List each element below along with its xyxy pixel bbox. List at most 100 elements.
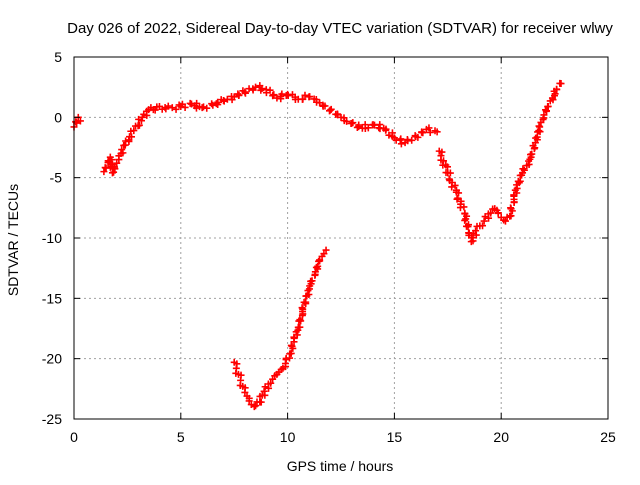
data-point-marker [540, 111, 548, 119]
data-point-marker [443, 163, 451, 171]
data-point-marker [557, 80, 565, 88]
data-point-marker [241, 388, 249, 396]
y-tick-label: 0 [54, 109, 62, 125]
series-segment-1 [70, 113, 84, 131]
data-point-marker [76, 117, 84, 125]
data-point-marker [214, 101, 222, 109]
data-point-marker [385, 131, 393, 139]
data-point-marker [327, 105, 335, 113]
data-point-marker [257, 398, 265, 406]
data-point-marker [301, 91, 309, 99]
data-point-marker [262, 89, 270, 97]
data-point-marker [433, 128, 441, 136]
data-point-marker [312, 96, 320, 104]
data-point-marker [461, 216, 469, 224]
data-point-marker [382, 126, 390, 134]
data-point-marker [252, 83, 260, 91]
data-point-marker [250, 403, 258, 411]
data-point-marker [525, 157, 533, 165]
y-tick-label: -25 [42, 411, 62, 427]
data-point-marker [438, 148, 446, 156]
data-point-marker [528, 150, 536, 158]
data-point-marker [446, 169, 454, 177]
data-point-marker [260, 387, 268, 395]
data-point-marker [181, 103, 189, 111]
x-axis-label: GPS time / hours [287, 458, 394, 474]
data-point-marker [322, 246, 330, 254]
data-point-marker [535, 122, 543, 130]
data-point-marker [296, 316, 304, 324]
data-point-marker [544, 103, 552, 111]
data-point-marker [314, 262, 322, 270]
data-point-marker [462, 215, 470, 223]
data-point-marker [308, 277, 316, 285]
data-point-marker [516, 177, 524, 185]
chart-title: Day 026 of 2022, Sidereal Day-to-day VTE… [67, 20, 613, 37]
data-point-marker [212, 100, 220, 108]
data-point-marker [164, 102, 172, 110]
data-point-marker [300, 298, 308, 306]
data-point-marker [460, 203, 468, 211]
data-point-marker [418, 128, 426, 136]
data-point-marker [507, 205, 515, 213]
y-tick-label: -15 [42, 290, 62, 306]
data-point-marker [539, 115, 547, 123]
y-tick-label: -20 [42, 351, 62, 367]
data-point-marker [200, 103, 208, 111]
data-point-marker [479, 222, 487, 230]
data-point-marker [108, 169, 116, 177]
data-points [70, 79, 565, 411]
data-point-marker [494, 209, 502, 217]
data-point-marker [292, 328, 300, 336]
series-segment-3 [230, 246, 330, 411]
data-point-marker [269, 92, 277, 100]
grid-lines [74, 57, 608, 419]
data-point-marker [501, 217, 509, 225]
data-point-marker [100, 168, 108, 176]
data-point-marker [454, 194, 462, 202]
data-point-marker [419, 129, 427, 137]
data-point-marker [258, 85, 266, 93]
data-point-marker [230, 93, 238, 101]
y-tick-label: 5 [54, 49, 62, 65]
data-point-marker [321, 102, 329, 110]
x-tick-label: 10 [280, 429, 296, 445]
data-point-marker [287, 349, 295, 357]
data-point-marker [343, 117, 351, 125]
series-segment-4 [435, 79, 565, 246]
data-point-marker [113, 159, 121, 167]
data-point-marker [355, 123, 363, 131]
y-tick-label: -10 [42, 230, 62, 246]
data-point-marker [425, 124, 433, 132]
data-point-marker [172, 105, 180, 113]
data-point-marker [119, 149, 127, 157]
y-axis-label: SDTVAR / TECUs [5, 184, 21, 296]
data-point-marker [241, 89, 249, 97]
data-point-marker [320, 250, 328, 258]
data-point-marker [480, 217, 488, 225]
x-tick-label: 5 [177, 429, 185, 445]
y-tick-label: -5 [50, 170, 63, 186]
data-point-marker [333, 110, 341, 118]
data-point-marker [532, 134, 540, 142]
data-point-marker [519, 165, 527, 173]
data-point-marker [235, 91, 243, 99]
data-point-marker [252, 402, 260, 410]
data-point-marker [245, 397, 253, 405]
data-point-marker [288, 342, 296, 350]
data-point-marker [397, 140, 405, 148]
data-point-marker [130, 127, 138, 135]
data-point-marker [340, 114, 348, 122]
data-point-marker [299, 305, 307, 313]
data-point-marker [284, 92, 292, 100]
data-point-marker [266, 86, 274, 94]
data-point-marker [296, 323, 304, 331]
data-point-marker [520, 166, 528, 174]
data-point-marker [270, 91, 278, 99]
x-tick-label: 15 [387, 429, 403, 445]
data-point-marker [277, 95, 285, 103]
x-tick-label: 20 [493, 429, 509, 445]
data-point-marker [135, 121, 143, 129]
tick-labels: 0 5 10 15 20 25 -25 -20 -15 -10 -5 0 5 [42, 49, 616, 445]
